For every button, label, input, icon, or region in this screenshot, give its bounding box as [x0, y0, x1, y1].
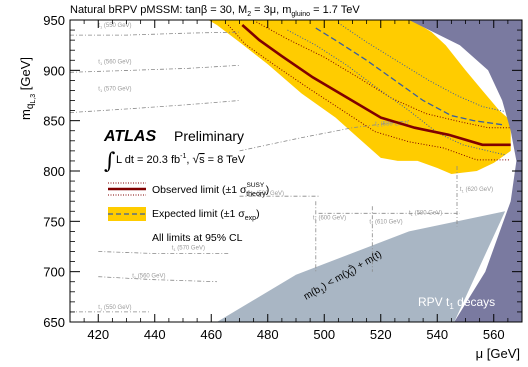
legend-observed-text: Observed limit (±1 σ — [152, 184, 247, 196]
stop-contour-label-v2: t1 (610 GeV) — [369, 219, 402, 226]
y-tick-label-850: 850 — [43, 114, 65, 129]
stop-mass-contours: t1 (550 GeV) t1 (560 GeV) t1 (570 GeV) t1 (… — [70, 23, 493, 313]
legend-observed-sup: SUSY — [247, 182, 265, 189]
x-tick-label-520: 520 — [370, 327, 392, 342]
y-tick-label-900: 900 — [43, 63, 65, 78]
stop-contour-label-v3: t1 (620 GeV) — [460, 187, 493, 194]
y-tick-label-750: 750 — [43, 214, 65, 229]
x-tick-label-500: 500 — [313, 327, 335, 342]
y-tick-label-950: 950 — [43, 13, 65, 28]
legend-expected-label: Expected limit (±1 σexp) — [152, 208, 260, 222]
title-end: = 1.7 TeV — [310, 4, 360, 16]
observed-lower-theory — [227, 24, 511, 161]
legend: Observed limit (±1 σSUSY theory) Expected… — [108, 182, 269, 244]
expected-lower-edge — [287, 29, 506, 156]
lumi-prefix: L dt = 20.3 fb — [116, 154, 180, 166]
x-tick-label-540: 540 — [426, 327, 448, 342]
rpv-text: RPV — [418, 295, 446, 309]
stop-contour-label-550: t1 (550 GeV) — [98, 23, 131, 30]
x-tick-label-560: 560 — [483, 327, 505, 342]
rpv-region-label: RPV t1 decays — [418, 295, 495, 311]
luminosity-text: L dt = 20.3 fb-1, √s = 8 TeV — [116, 152, 246, 166]
legend-expected-text: Expected limit (±1 σ — [152, 208, 245, 220]
rpv-decay-region — [409, 20, 522, 322]
title-sub-1: 2 — [247, 11, 251, 18]
stop-contour-label-v1: t1 (600 GeV) — [313, 215, 346, 222]
legend-expected-sub: exp — [245, 215, 256, 222]
y-axis-m: m — [18, 109, 33, 120]
expected-band-layer — [199, 20, 511, 174]
x-tick-label-440: 440 — [144, 327, 166, 342]
kinematic-forbidden-region — [216, 211, 506, 322]
expected-limit-band — [199, 20, 511, 174]
stop-contour-570b — [98, 251, 229, 254]
x-tick-label-480: 480 — [257, 327, 279, 342]
y-tick-label-650: 650 — [43, 315, 65, 330]
stop-contour-550 — [70, 31, 240, 36]
atlas-preliminary: Preliminary — [174, 128, 244, 144]
legend-observed-label: Observed limit (±1 σSUSY theory) — [152, 182, 269, 198]
y-tick-label-700: 700 — [43, 265, 65, 280]
stop-contour-label-550b: t1 (550 GeV) — [98, 305, 131, 312]
stop-contour-560b — [98, 276, 217, 283]
x-axis-title: μ [GeV] — [476, 346, 520, 361]
title-main: Natural bRPV pMSSM: tanβ = 30, M — [70, 4, 247, 16]
kin-chi-sub: 1 — [350, 270, 357, 278]
stop-contour-label-590: t1 (590 GeV) — [251, 191, 284, 198]
x-tick-label-460: 460 — [200, 327, 222, 342]
y-axis-title: mqL,3 [GeV] — [18, 57, 37, 120]
rpv-stop: t — [446, 295, 450, 309]
limit-lines — [227, 21, 511, 161]
stop-contour-560 — [70, 64, 240, 73]
lumi-mid: , — [186, 154, 192, 166]
lumi-sup: -1 — [180, 153, 186, 160]
excluded-regions-layer — [216, 20, 522, 322]
sqrt-symbol: √ — [192, 152, 199, 166]
y-axis-l3: L,3 — [30, 94, 37, 104]
stop-contour-label-570b: t1 (570 GeV) — [172, 246, 205, 253]
kin-b-sub: 1 — [320, 288, 327, 296]
stop-contour-570 — [70, 100, 240, 113]
stop-contour-label-580b: t1 (580 GeV) — [409, 210, 442, 217]
axes: 420 440 460 480 500 520 540 560 650 700 750 800 850 9… — [43, 13, 523, 342]
y-axis-unit: [GeV] — [18, 57, 33, 94]
plot-area: t1 (550 GeV) t1 (560 GeV) t1 (570 GeV) t1 (… — [70, 20, 522, 322]
lumi-suffix: = 8 TeV — [205, 154, 246, 166]
stop-contour-label-580: t1 (580 GeV) — [375, 122, 408, 129]
expected-upper-edge — [338, 22, 506, 113]
stop-contour-label-560: t1 (560 GeV) — [98, 59, 131, 66]
atlas-label: ATLAS — [103, 128, 156, 145]
kin-chi: χ — [343, 266, 354, 279]
integral-sign: ∫ — [104, 149, 116, 174]
stop-contour-580 — [239, 120, 410, 152]
rpv-stop-sub: 1 — [449, 302, 454, 311]
legend-expected-end: ) — [256, 208, 260, 220]
stop-contour-label-570: t1 (570 GeV) — [98, 87, 131, 94]
legend-observed-end: ) — [266, 184, 270, 196]
kin-text: m( — [302, 287, 318, 303]
kin-b: b — [312, 284, 323, 297]
chart-title: Natural bRPV pMSSM: tanβ = 30, M2 = 3μ, … — [70, 4, 360, 18]
observed-upper-theory — [256, 21, 511, 129]
stop-contour-label-560b: t1 (560 GeV) — [132, 274, 165, 281]
kin-chi-sup: ± — [347, 263, 354, 271]
rpv-end: decays — [454, 295, 495, 309]
y-axis-q: q — [25, 104, 36, 110]
observed-limit-line — [241, 24, 511, 147]
lumi-sqrt: s — [199, 154, 205, 166]
legend-observed-sub: theory — [246, 191, 266, 198]
title-mid: = 3μ, m — [251, 4, 291, 16]
x-tick-label-420: 420 — [87, 327, 109, 342]
legend-note: All limits at 95% CL — [152, 232, 243, 244]
y-tick-label-800: 800 — [43, 164, 65, 179]
expected-limit-line — [315, 27, 503, 126]
title-sub-2: gluino — [291, 11, 310, 18]
